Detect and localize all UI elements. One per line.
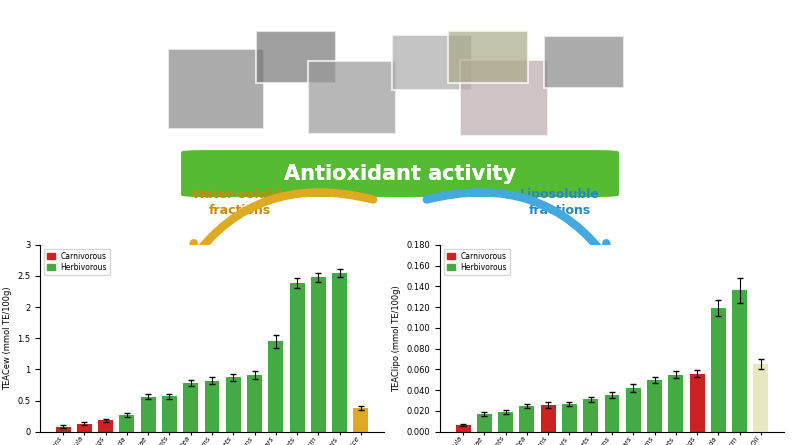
Bar (690, 373, 705, 432)
Legend: Carnivorous, Herbivorous: Carnivorous, Herbivorous (444, 249, 510, 275)
Bar (332, 273, 347, 432)
Bar (77, 424, 92, 432)
FancyBboxPatch shape (392, 35, 472, 90)
Bar (268, 341, 283, 432)
Bar (226, 377, 241, 432)
Text: Liposoluble
fractions: Liposoluble fractions (520, 188, 600, 217)
Bar (562, 404, 577, 432)
FancyBboxPatch shape (308, 61, 396, 134)
Bar (647, 380, 662, 432)
Bar (668, 375, 683, 432)
FancyBboxPatch shape (180, 149, 620, 198)
Bar (162, 396, 177, 432)
FancyBboxPatch shape (448, 31, 528, 83)
Bar (205, 380, 219, 432)
Text: Antioxidant activity: Antioxidant activity (284, 164, 516, 183)
Bar (754, 364, 768, 432)
Bar (119, 415, 134, 432)
Bar (354, 408, 368, 432)
Bar (605, 395, 619, 432)
Bar (477, 414, 492, 432)
Bar (583, 400, 598, 432)
Bar (498, 412, 513, 432)
Bar (98, 421, 113, 432)
Bar (519, 406, 534, 432)
Bar (56, 427, 70, 432)
Text: Water-soluble
fractions: Water-soluble fractions (191, 188, 289, 217)
FancyBboxPatch shape (544, 36, 624, 88)
Bar (183, 383, 198, 432)
Bar (541, 405, 556, 432)
Bar (311, 277, 326, 432)
Bar (626, 388, 641, 432)
FancyBboxPatch shape (460, 60, 548, 136)
Text: Antioxidant activity: Antioxidant activity (284, 164, 516, 183)
FancyBboxPatch shape (256, 31, 336, 83)
Bar (247, 375, 262, 432)
Bar (711, 308, 726, 432)
Bar (456, 425, 470, 432)
Bar (732, 291, 747, 432)
Bar (290, 283, 305, 432)
Bar (141, 397, 156, 432)
Y-axis label: TEAClipo (mmol TE/100g): TEAClipo (mmol TE/100g) (392, 285, 401, 392)
Legend: Carnivorous, Herbivorous: Carnivorous, Herbivorous (44, 249, 110, 275)
Y-axis label: TEACew (mmol TE/100g): TEACew (mmol TE/100g) (2, 287, 11, 390)
FancyBboxPatch shape (168, 49, 264, 129)
